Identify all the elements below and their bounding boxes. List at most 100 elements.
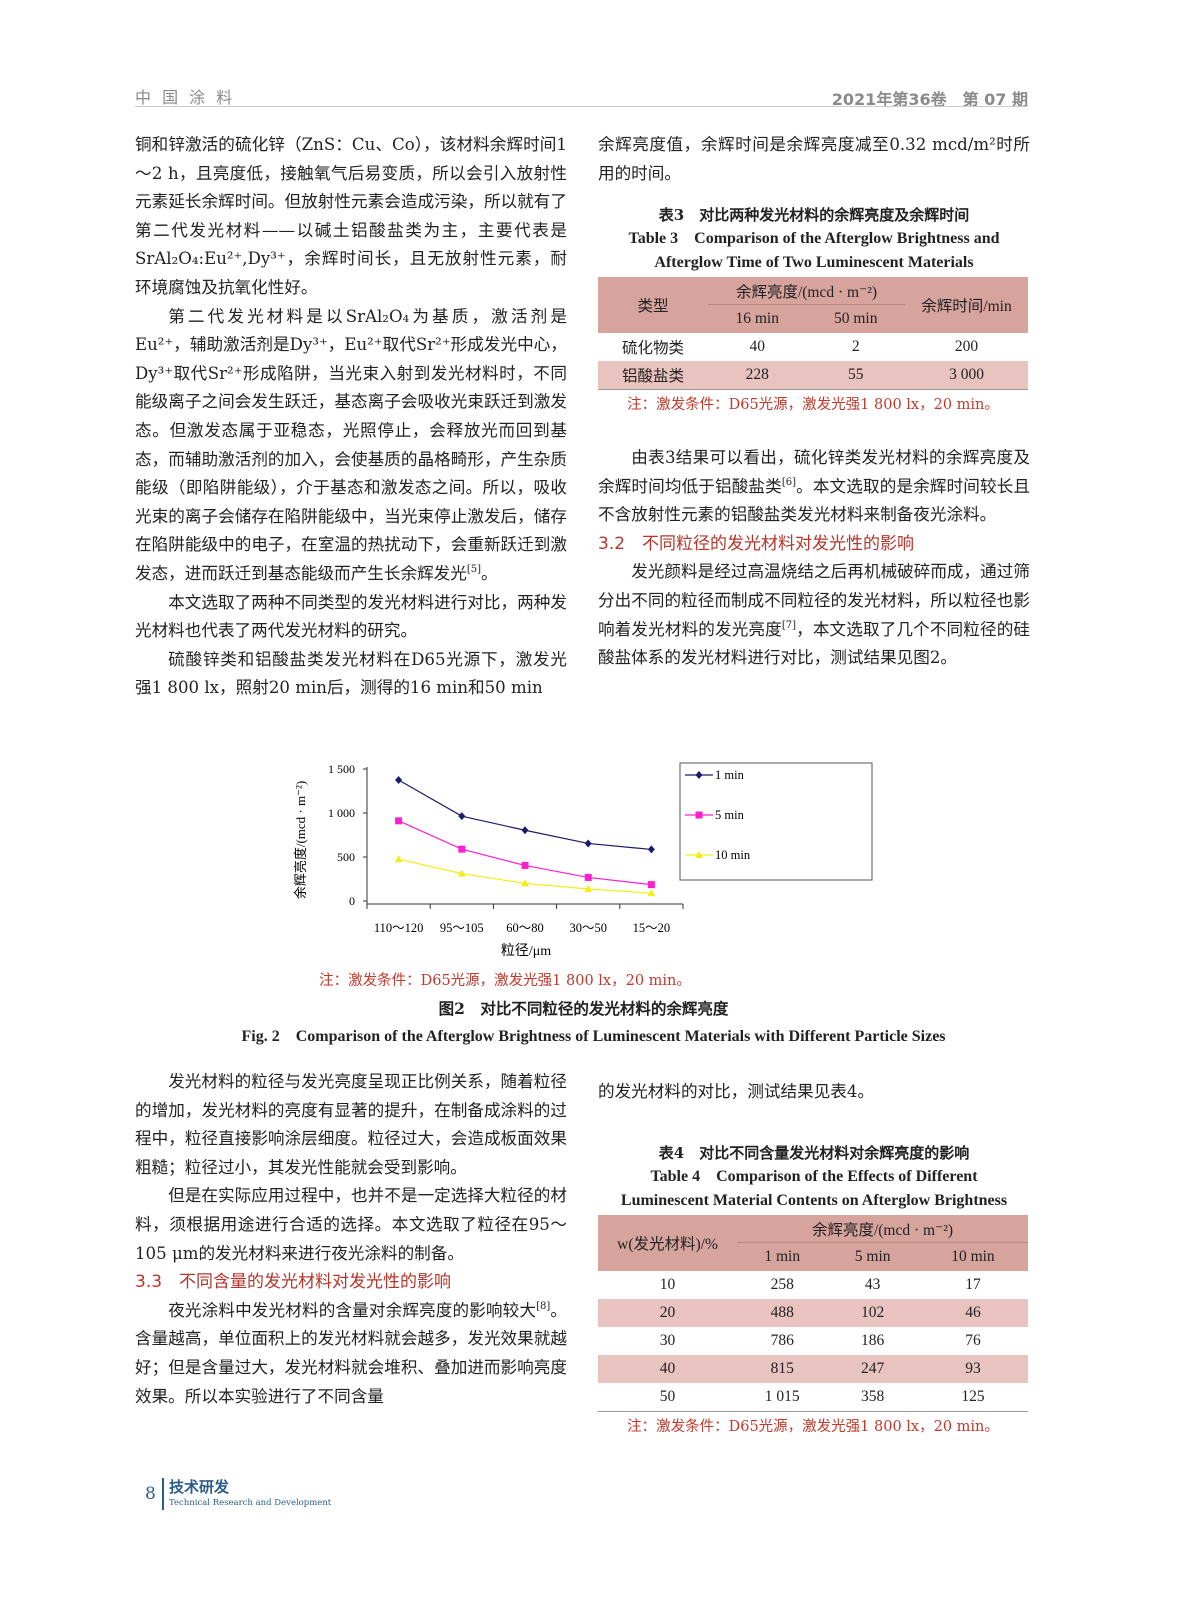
data-point — [394, 855, 403, 863]
paragraph: 余辉亮度值，余辉时间是余辉亮度减至0.32 mcd/m²时所用的时间。 — [598, 135, 1030, 183]
table4-title-en: Luminescent Material Contents on Aftergl… — [620, 1192, 1008, 1209]
cell: 55 — [848, 366, 864, 383]
y-tick-label: 0 — [349, 894, 355, 908]
right-column-mid: 由表3结果可以看出，硫化锌类发光材料的余辉亮度及余辉时间均低于铝酸盐类[6]。本… — [598, 444, 1030, 673]
data-point — [584, 839, 592, 848]
table4-note: 注：激发条件：D65光源，激发光强1 800 lx，20 min。 — [627, 1419, 999, 1435]
cell: 102 — [861, 1304, 885, 1321]
data-point — [521, 861, 529, 869]
text: 。含量越高，单位面积上的发光材料就会越多，发光效果就越好；但是含量过大，发光材料… — [135, 1300, 568, 1406]
col-header: 50 min — [806, 304, 905, 333]
legend-box — [679, 762, 873, 881]
paragraph: 由表3结果可以看出，硫化锌类发光材料的余辉亮度及余辉时间均低于铝酸盐类[6]。本… — [598, 444, 1030, 530]
paragraph: 发光颜料是经过高温烧结之后再机械破碎而成，通过筛分出不同的粒径而制成不同粒径的发… — [598, 558, 1030, 672]
x-tick-label: 30～50 — [569, 921, 607, 935]
section-heading-3-2: 3.2 不同粒径的发光材料对发光性的影响 — [598, 533, 915, 554]
text: 。本文选取的是余辉时间较长且不含放射性元素的铝酸盐类发光材料来制备夜光涂料。 — [598, 476, 1030, 525]
data-point — [521, 879, 529, 887]
figure2-note: 注：激发条件：D65光源，激发光强1 800 lx，20 min。 — [319, 973, 691, 989]
cell: 93 — [965, 1360, 981, 1377]
table-row: 50 1 015 358 125 — [598, 1383, 1028, 1412]
col-header: 16 min — [708, 304, 807, 333]
cell: 76 — [965, 1332, 981, 1349]
col-header: 10 min — [917, 1242, 1028, 1271]
col-header: 余辉时间/min — [921, 298, 1012, 315]
paragraph: 夜光涂料中发光材料的含量对余辉亮度的影响较大[8]。含量越高，单位面积上的发光材… — [135, 1297, 567, 1411]
data-point — [458, 812, 466, 821]
cell: 1 015 — [764, 1388, 800, 1405]
text: 夜光涂料中发光材料的含量对余辉亮度的影响较大 — [168, 1300, 537, 1320]
y-tick-label: 1 000 — [328, 806, 355, 820]
col-header: 1 min — [737, 1242, 828, 1271]
cell: 186 — [861, 1332, 885, 1349]
paragraph: 第二代发光材料是以SrAl₂O₄为基质，激活剂是Eu²⁺，辅助激活剂是Dy³⁺，… — [135, 303, 567, 589]
table-row: 40 815 247 93 — [598, 1355, 1028, 1383]
text: 第二代发光材料是以SrAl₂O₄为基质，激活剂是Eu²⁺，辅助激活剂是Dy³⁺，… — [135, 306, 567, 583]
left-column-top: 铜和锌激活的硫化锌（ZnS：Cu、Co），该材料余辉时间1～2 h，且亮度低，接… — [135, 131, 567, 703]
journal-name: 中 国 涂 料 — [135, 88, 236, 107]
figure2-chart: 余辉亮度/(mcd · m⁻²) 粒径/μm 0 500 1 000 1 500 110… — [293, 762, 873, 959]
cell: 258 — [770, 1276, 794, 1293]
citation: [5] — [466, 563, 482, 575]
x-axis-label: 粒径/μm — [501, 943, 551, 959]
cell: 40 — [749, 338, 766, 355]
table-row: 30 786 186 76 — [598, 1327, 1028, 1355]
data-point — [647, 881, 655, 889]
x-tick-label: 95～105 — [440, 921, 484, 935]
cell: 815 — [770, 1360, 794, 1377]
right-column-bottom: 的发光材料的对比，测试结果见表4。 — [598, 1078, 1030, 1107]
y-tick-label: 1 500 — [328, 762, 355, 776]
legend-label: 10 min — [715, 848, 751, 862]
header-rule — [135, 106, 1028, 107]
cell: 40 — [659, 1360, 676, 1377]
table-row: 铝酸盐类 228 55 3 000 — [598, 361, 1028, 390]
table3-title-cn: 表3 对比两种发光材料的余辉亮度及余辉时间 — [658, 206, 970, 224]
paragraph: 本文选取了两种不同类型的发光材料进行对比，两种发光材料也代表了两代发光材料的研究… — [135, 592, 567, 641]
legend-label: 5 min — [715, 808, 745, 822]
table-row: 硫化物类 40 2 200 — [598, 333, 1028, 361]
figure2-caption-en: Fig. 2 Comparison of the Afterglow Brigh… — [241, 1028, 946, 1045]
data-point — [584, 873, 592, 881]
cell: 46 — [965, 1304, 981, 1321]
col-header: 类型 — [637, 298, 669, 315]
figure2-caption-cn: 图2 对比不同粒径的发光材料的余辉亮度 — [438, 999, 729, 1018]
legend-label: 1 min — [715, 768, 745, 782]
cell: 2 — [851, 338, 860, 355]
cell: 硫化物类 — [621, 340, 684, 357]
paragraph: 的发光材料的对比，测试结果见表4。 — [598, 1082, 875, 1101]
data-point — [458, 845, 466, 853]
section-name-en: Technical Research and Development — [169, 1498, 332, 1508]
paragraph: 铜和锌激活的硫化锌（ZnS：Cu、Co），该材料余辉时间1～2 h，且亮度低，接… — [135, 135, 567, 297]
x-tick-label: 15～20 — [633, 921, 671, 935]
data-point — [395, 776, 403, 784]
cell: 3 000 — [949, 366, 984, 383]
table-row: 10 258 43 17 — [598, 1271, 1028, 1299]
data-point — [584, 885, 593, 893]
table3-title: 表3 对比两种发光材料的余辉亮度及余辉时间 Table 3 Comparison… — [598, 203, 1030, 275]
x-tick-label: 60～80 — [506, 921, 544, 935]
footer-rule — [162, 1478, 164, 1510]
data-point — [457, 869, 466, 877]
legend-marker — [695, 771, 703, 779]
section-heading-3-3: 3.3 不同含量的发光材料对发光性的影响 — [135, 1272, 452, 1293]
cell: 10 — [659, 1276, 676, 1293]
cell: 125 — [961, 1388, 985, 1405]
data-point — [647, 845, 655, 854]
col-header: 余辉亮度/(mcd · m⁻²) — [708, 277, 905, 305]
data-point — [395, 817, 403, 825]
table3-title-en: Afterglow Time of Two Luminescent Materi… — [654, 254, 974, 271]
paragraph: 硫酸锌类和铝酸盐类发光材料在D65光源下，激发光强1 800 lx，照射20 m… — [135, 649, 567, 698]
cell: 50 — [659, 1388, 676, 1405]
right-column-intro: 余辉亮度值，余辉时间是余辉亮度减至0.32 mcd/m²时所用的时间。 — [598, 131, 1030, 188]
cell: 247 — [861, 1360, 885, 1377]
cell: 488 — [770, 1304, 794, 1321]
section-name-cn: 技术研发 — [169, 1478, 230, 1496]
text: 发光颜料是经过高温烧结之后再机械破碎而成，通过筛分出不同的粒径而制成不同粒径的发… — [598, 562, 1030, 639]
page-number: 8 — [145, 1484, 156, 1504]
table3-title-en: Table 3 Comparison of the Afterglow Brig… — [628, 230, 1000, 247]
legend-marker — [695, 811, 703, 819]
table4-title-cn: 表4 对比不同含量发光材料对余辉亮度的影响 — [658, 1144, 970, 1162]
cell: 786 — [770, 1332, 794, 1349]
citation: [7] — [781, 619, 797, 631]
paragraph: 但是在实际应用过程中，也并不是一定选择大粒径的材料，须根据用途进行合适的选择。本… — [135, 1186, 567, 1263]
